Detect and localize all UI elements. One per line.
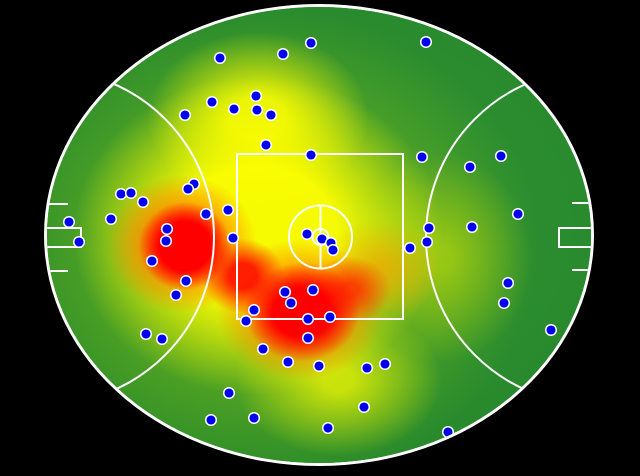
data-point — [72, 235, 86, 249]
data-point — [181, 182, 195, 196]
field-svg — [47, 35, 591, 439]
data-point — [304, 148, 318, 162]
fifty-metre-arc — [47, 69, 215, 405]
data-point — [259, 138, 273, 152]
field-boundary — [44, 4, 594, 466]
data-point — [160, 222, 174, 236]
data-point — [226, 231, 240, 245]
data-point — [159, 234, 173, 248]
data-point — [139, 327, 153, 341]
data-point — [419, 35, 433, 49]
data-point — [145, 254, 159, 268]
data-point — [250, 103, 264, 117]
data-point — [465, 220, 479, 234]
data-point — [178, 108, 192, 122]
data-point — [357, 400, 371, 414]
data-point — [494, 149, 508, 163]
data-point — [511, 207, 525, 221]
data-point — [205, 95, 219, 109]
data-point — [222, 386, 236, 400]
data-point — [136, 195, 150, 209]
data-point — [323, 310, 337, 324]
data-point — [247, 411, 261, 425]
data-point — [278, 285, 292, 299]
data-point — [169, 288, 183, 302]
data-point — [441, 425, 455, 439]
data-point — [420, 235, 434, 249]
data-point — [326, 243, 340, 257]
data-point — [239, 314, 253, 328]
scatter-points — [62, 35, 558, 439]
data-point — [204, 413, 218, 427]
data-point — [221, 203, 235, 217]
data-point — [281, 355, 295, 369]
goal-square-line — [558, 227, 591, 248]
data-point — [179, 274, 193, 288]
data-point — [306, 283, 320, 297]
data-point — [403, 241, 417, 255]
data-point — [104, 212, 118, 226]
data-point — [312, 359, 326, 373]
data-point — [124, 186, 138, 200]
data-point — [155, 332, 169, 346]
data-point — [300, 227, 314, 241]
data-point — [360, 361, 374, 375]
data-point — [463, 160, 477, 174]
data-point — [301, 331, 315, 345]
data-point — [247, 303, 261, 317]
fifty-metre-arc — [425, 69, 591, 405]
data-point — [544, 323, 558, 337]
data-point — [227, 102, 241, 116]
data-point — [497, 296, 511, 310]
data-point — [301, 312, 315, 326]
data-point — [321, 421, 335, 435]
data-point — [249, 89, 263, 103]
data-point — [62, 215, 76, 229]
data-point — [378, 357, 392, 371]
data-point — [415, 150, 429, 164]
data-point — [276, 47, 290, 61]
data-point — [284, 296, 298, 310]
data-point — [264, 108, 278, 122]
data-point — [304, 36, 318, 50]
data-point — [199, 207, 213, 221]
data-point — [114, 187, 128, 201]
data-point — [256, 342, 270, 356]
data-point — [501, 276, 515, 290]
data-point — [213, 51, 227, 65]
data-point — [422, 221, 436, 235]
